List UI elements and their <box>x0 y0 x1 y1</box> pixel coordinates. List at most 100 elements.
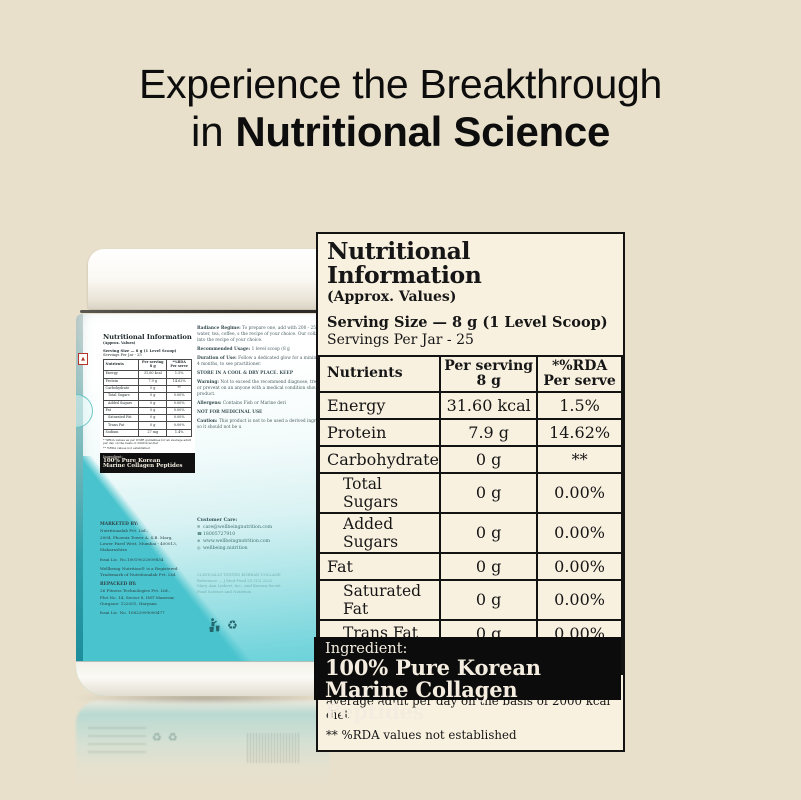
customer-care-block: Customer Care: ✉ care@wellbeingnutrition.… <box>197 517 327 553</box>
label-text-reflection <box>88 727 146 753</box>
instruction-label: Allergens: <box>197 401 222 407</box>
nutrient-name: Saturated Fat <box>102 414 140 423</box>
instruction-text: Not to exceed the recommend diagnose, tr… <box>197 380 330 398</box>
ingredient-box: Ingredient: 100% Pure Korean Marine Coll… <box>314 637 621 722</box>
instruction-label: Radiance Regime: <box>197 326 241 331</box>
table-row: Saturated Fat 0 g 0.00% <box>317 578 623 621</box>
clinical-line: Reference — J Med Food 23 (12) 2022 <box>197 577 273 583</box>
customer-care-social: ◎ wellbeing.nutrition <box>197 545 327 552</box>
table-row: Energy 31.60 kcal 1.5% <box>102 370 192 379</box>
nutrient-value: 0 g <box>439 444 539 474</box>
table-row: Protein 7.9 g 14.62% <box>102 377 192 386</box>
table-row: Total Sugars 0 g 0.00% <box>317 471 623 514</box>
col-per-serving-l2: 8 g <box>476 372 501 389</box>
customer-care-phone: ☎18005727910 <box>197 531 327 538</box>
ingredient-line2: Marine Collagen Peptides <box>325 676 518 724</box>
envelope-icon: ✉ <box>197 524 201 530</box>
jar-reflection <box>76 700 330 792</box>
mini-ingredient-line1: 100% Pure Korean <box>103 457 161 464</box>
headline-line2-bold: Nutritional Science <box>235 107 611 155</box>
phone-text: 18005727910 <box>203 532 236 538</box>
mini-col-rda-l1: *%RDA <box>172 360 186 365</box>
tidyman-icon <box>209 618 220 632</box>
table-header-row: Nutrients Per serving 8 g *%RDA Per serve <box>317 354 623 393</box>
nutrient-rda: 0.00% <box>166 406 192 416</box>
nutrient-value: 0 g <box>138 414 168 423</box>
nutrient-value: 27 mg <box>138 428 168 438</box>
nutrient-value: 0 g <box>439 578 539 621</box>
nutrient-value: 0 g <box>138 421 168 430</box>
table-row: Trans Fat 0 g 0.00% <box>102 421 192 430</box>
nutrient-value: 0 g <box>439 551 539 581</box>
recycle-reflection: ♻♻ <box>152 731 184 744</box>
repacked-by-line: Gurgaon- 122051, Haryana <box>100 600 157 606</box>
footnote-2: ** %RDA values not established <box>326 728 517 743</box>
col-rda: *%RDA Per serve <box>536 354 623 393</box>
usage-instructions-block: Radiance Regime: To prepare one, add wit… <box>197 326 330 434</box>
nutrient-name: Total Sugars <box>102 392 140 401</box>
nutrient-name: Protein <box>102 377 140 386</box>
table-header-row: Nutrients Per serving 8 g *%RDA Per serve <box>102 359 192 372</box>
page-title: Experience the Breakthrough in Nutrition… <box>0 61 801 155</box>
nutrition-subtitle: (Approx. Values) <box>327 288 457 305</box>
nutrient-value: 31.60 kcal <box>138 370 168 379</box>
nutrient-name: Added Sugars <box>102 399 140 408</box>
repacked-by-line: Plot No. 14, Sector 8, IMT Manesar, <box>100 594 175 600</box>
servings-per-jar: Servings Per Jar - 25 <box>327 331 474 348</box>
mini-col-serving: Per serving 8 g <box>138 359 168 372</box>
seal-badge <box>76 394 93 428</box>
instruction-text: Contains Fish or Marine deri <box>222 401 286 407</box>
mini-footnote-1a: * %RDA values as per ICMR guidelines for… <box>103 437 170 442</box>
nutrient-rda: 14.62% <box>166 377 192 386</box>
col-per-serving-l1: Per serving <box>444 357 534 374</box>
nutrient-name: Energy <box>317 390 442 420</box>
mini-footnotes: * %RDA values as per ICMR guidelines for… <box>103 437 192 451</box>
nutrient-rda: 0.00% <box>536 578 623 621</box>
mini-col-rda: *%RDA Per serve <box>166 359 192 372</box>
table-row: Fat 0 g 0.00% <box>317 551 623 581</box>
mini-serving-size: Serving Size — 8 g (1 Level Scoop) <box>103 347 177 353</box>
globe-icon: ⊕ <box>197 538 201 544</box>
trademark-line: Trademark of Nutritionalab Pvt. Ltd. <box>100 572 177 578</box>
storage-notice: STORE IN A COOL & DRY PLACE. KEEP <box>197 371 293 377</box>
jar-lid <box>88 249 330 309</box>
nutrient-rda: 0.00% <box>166 392 192 401</box>
clinical-line: Mary Ann Liebert, Inc., and Korean Socie… <box>197 583 281 589</box>
instruction-text: To prepare one, add with 200 - 250 ml of… <box>197 326 330 344</box>
col-nutrients: Nutrients <box>317 354 442 393</box>
table-row: Carbohydrate 0 g ** <box>102 384 192 394</box>
nutrient-name: Sodium <box>102 428 140 438</box>
instruction-label: Caution: <box>197 419 218 425</box>
instruction-label: Warning: <box>197 380 219 386</box>
nutrient-rda: 0.00% <box>166 399 192 408</box>
recycle-icon: ♻ <box>227 618 238 632</box>
instagram-icon: ◎ <box>197 545 201 551</box>
repacked-by-line: 26 Fitness Technologies Pvt. Ltd., <box>100 588 171 594</box>
clinical-line: Food Science and Nutrition <box>197 588 252 594</box>
nutrient-value: 0 g <box>439 511 539 554</box>
fssai-license-line: fssai Lic. No. 10822999000477 <box>100 610 165 616</box>
nutrient-rda: 1.5% <box>166 370 192 379</box>
nutrient-value: 0 g <box>138 399 168 408</box>
nutrient-rda: 0.00% <box>536 511 623 554</box>
eco-icons: ♻ <box>208 618 238 632</box>
nutrient-name: Carbohydrate <box>317 444 442 474</box>
mini-label-title: Nutritional Information <box>103 333 192 341</box>
nutrient-name: Energy <box>102 370 140 379</box>
mini-ingredient-box: Ingredient: 100% Pure Korean Marine Coll… <box>100 453 195 474</box>
trademark-line: Wellbeing Nutrition® is a Registered <box>100 566 178 572</box>
nutrient-name: Added Sugars <box>317 511 442 554</box>
nutrient-rda: ** <box>536 444 623 474</box>
clinical-line: CLINICALLY TESTED KOREAN COLLAGE <box>197 572 281 577</box>
nutrient-rda: 0.00% <box>536 471 623 514</box>
mini-footnote-1: * %RDA values as per ICMR guidelines for… <box>103 437 192 446</box>
marketed-by-line: 2004, Phoenix Tower A, S.B. Marg, <box>100 534 173 540</box>
table-row: Added Sugars 0 g 0.00% <box>102 399 192 408</box>
table-row: Protein 7.9 g 14.62% <box>317 417 623 447</box>
nutrition-panel-header: Nutritional Information (Approx. Values)… <box>318 234 623 355</box>
instruction-paragraph: Caution: This product is not to be used … <box>197 419 330 431</box>
nutrient-name: Total Sugars <box>317 471 442 514</box>
nutrition-title: Nutritional Information <box>327 237 482 289</box>
col-per-serving: Per serving 8 g <box>439 354 539 393</box>
